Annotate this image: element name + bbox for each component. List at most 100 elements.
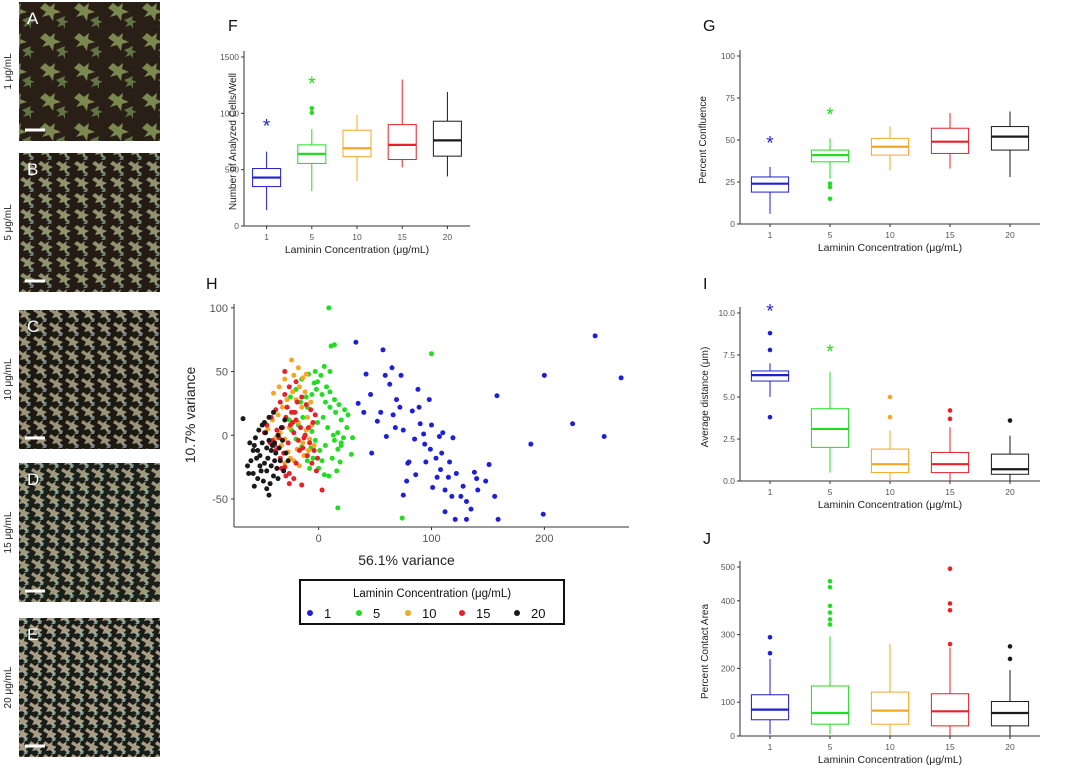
y-axis-title: Percent Confluence [698,96,709,184]
scatter-point [307,465,313,471]
x-tick-label: 10 [885,230,895,240]
scatter-point [387,381,393,387]
scatter-point [280,404,286,410]
micrograph-image-e [19,618,160,757]
scatter-point [348,451,354,457]
scatter-point [413,472,419,478]
scatter-point [325,425,331,431]
scatter-point [285,458,291,464]
box-1 [252,151,282,211]
x-tick-label: 5 [828,742,833,752]
y-tick-label: 100 [721,697,735,707]
scatter-point [274,465,280,471]
scatter-point [450,435,456,441]
scatter-point [291,476,297,482]
scatter-point [324,384,330,390]
scatter-point [338,417,344,423]
scatter-point [310,455,316,461]
y-tick-label: 0 [730,219,735,229]
outlier-point [309,105,315,111]
scatter-point [289,357,295,363]
scatter-point [300,414,306,420]
significance-star: * [766,302,774,323]
scatter-point [404,478,410,484]
y-tick-label: 100 [721,51,735,61]
x-tick-label: 20 [1005,487,1015,497]
scatter-point [390,412,396,418]
scatter-point [417,421,423,427]
scatter-point [266,437,272,443]
box-15 [930,566,970,736]
box-iqr [387,124,417,161]
scatter-point [442,487,448,493]
x-tick-label: 10 [885,742,895,752]
scatter-point [400,427,406,433]
scatter-point [541,372,547,378]
panel-letter: G [703,18,715,35]
scatter-point [264,468,270,474]
outlier-point [887,394,893,400]
y-tick-label: 0.0 [723,476,735,486]
scatter-point [247,440,253,446]
outlier-point [309,110,315,116]
y-axis-title: Percent Contact Area [700,604,711,699]
scatter-point [463,499,469,505]
y-tick-label: 50 [216,367,228,379]
scatter-point [322,399,328,405]
x-tick-label: 15 [397,232,407,242]
box-iqr [990,453,1030,475]
scatter-point [258,468,264,474]
micrograph-image-c [19,310,160,449]
scatter-point [259,440,265,446]
box-iqr [432,120,462,157]
scatter-point [382,372,388,378]
panel-letter: J [703,531,711,548]
scatter-point [440,430,446,436]
y-tick-label: 1500 [220,52,239,62]
box-iqr [930,451,970,474]
scatter-point [284,404,290,410]
scatter-point [250,448,256,454]
x-tick-label: 5 [828,230,833,240]
series-1 [353,333,624,522]
scatter-point [290,420,296,426]
scatter-point [405,460,411,466]
y-tick-label: 75 [726,93,736,103]
panel-h-pca-scatter: H -50 0 50 100 0 100 200 56.1% variance 10.7% var… [182,276,629,568]
outlier-point [767,650,773,656]
box-iqr [870,448,910,474]
panel-letter: F [228,18,238,35]
scatter-point [267,481,273,487]
box-15 [930,113,970,169]
scatter-point [280,437,286,443]
x-tick-label: 1 [768,487,773,497]
legend-label-1: 1 [324,606,331,621]
outlier-point [827,181,833,186]
scatter-point [331,437,337,443]
scatter-point [265,455,271,461]
y-tick-label: 25 [726,177,736,187]
scatter-point [329,455,335,461]
scatter-point [438,467,444,473]
x-tick-label: 1 [264,232,269,242]
significance-star: * [263,117,271,138]
x-axis-title: Laminin Concentration (μg/mL) [285,244,429,256]
outlier-point [767,414,773,420]
outlier-point [827,196,833,202]
scatter-point [265,426,271,432]
scatter-point [275,432,281,438]
y-tick-label: 0 [730,731,735,741]
scatter-point [319,458,325,464]
y-tick-label: 50 [726,135,736,145]
scatter-point [439,450,445,456]
scatter-point [312,412,318,418]
scatter-point [322,442,328,448]
scatter-point [282,391,288,397]
micrograph-letter-c: C [27,317,39,336]
significance-star: * [826,105,834,126]
scatter-point [570,421,576,427]
x-tick-label: 5 [828,487,833,497]
scatter-legend: Laminin Concentration (μg/mL)1 5 10 15 20 [299,579,565,625]
micrograph-concentration-label: 20 μg/mL [3,666,14,708]
